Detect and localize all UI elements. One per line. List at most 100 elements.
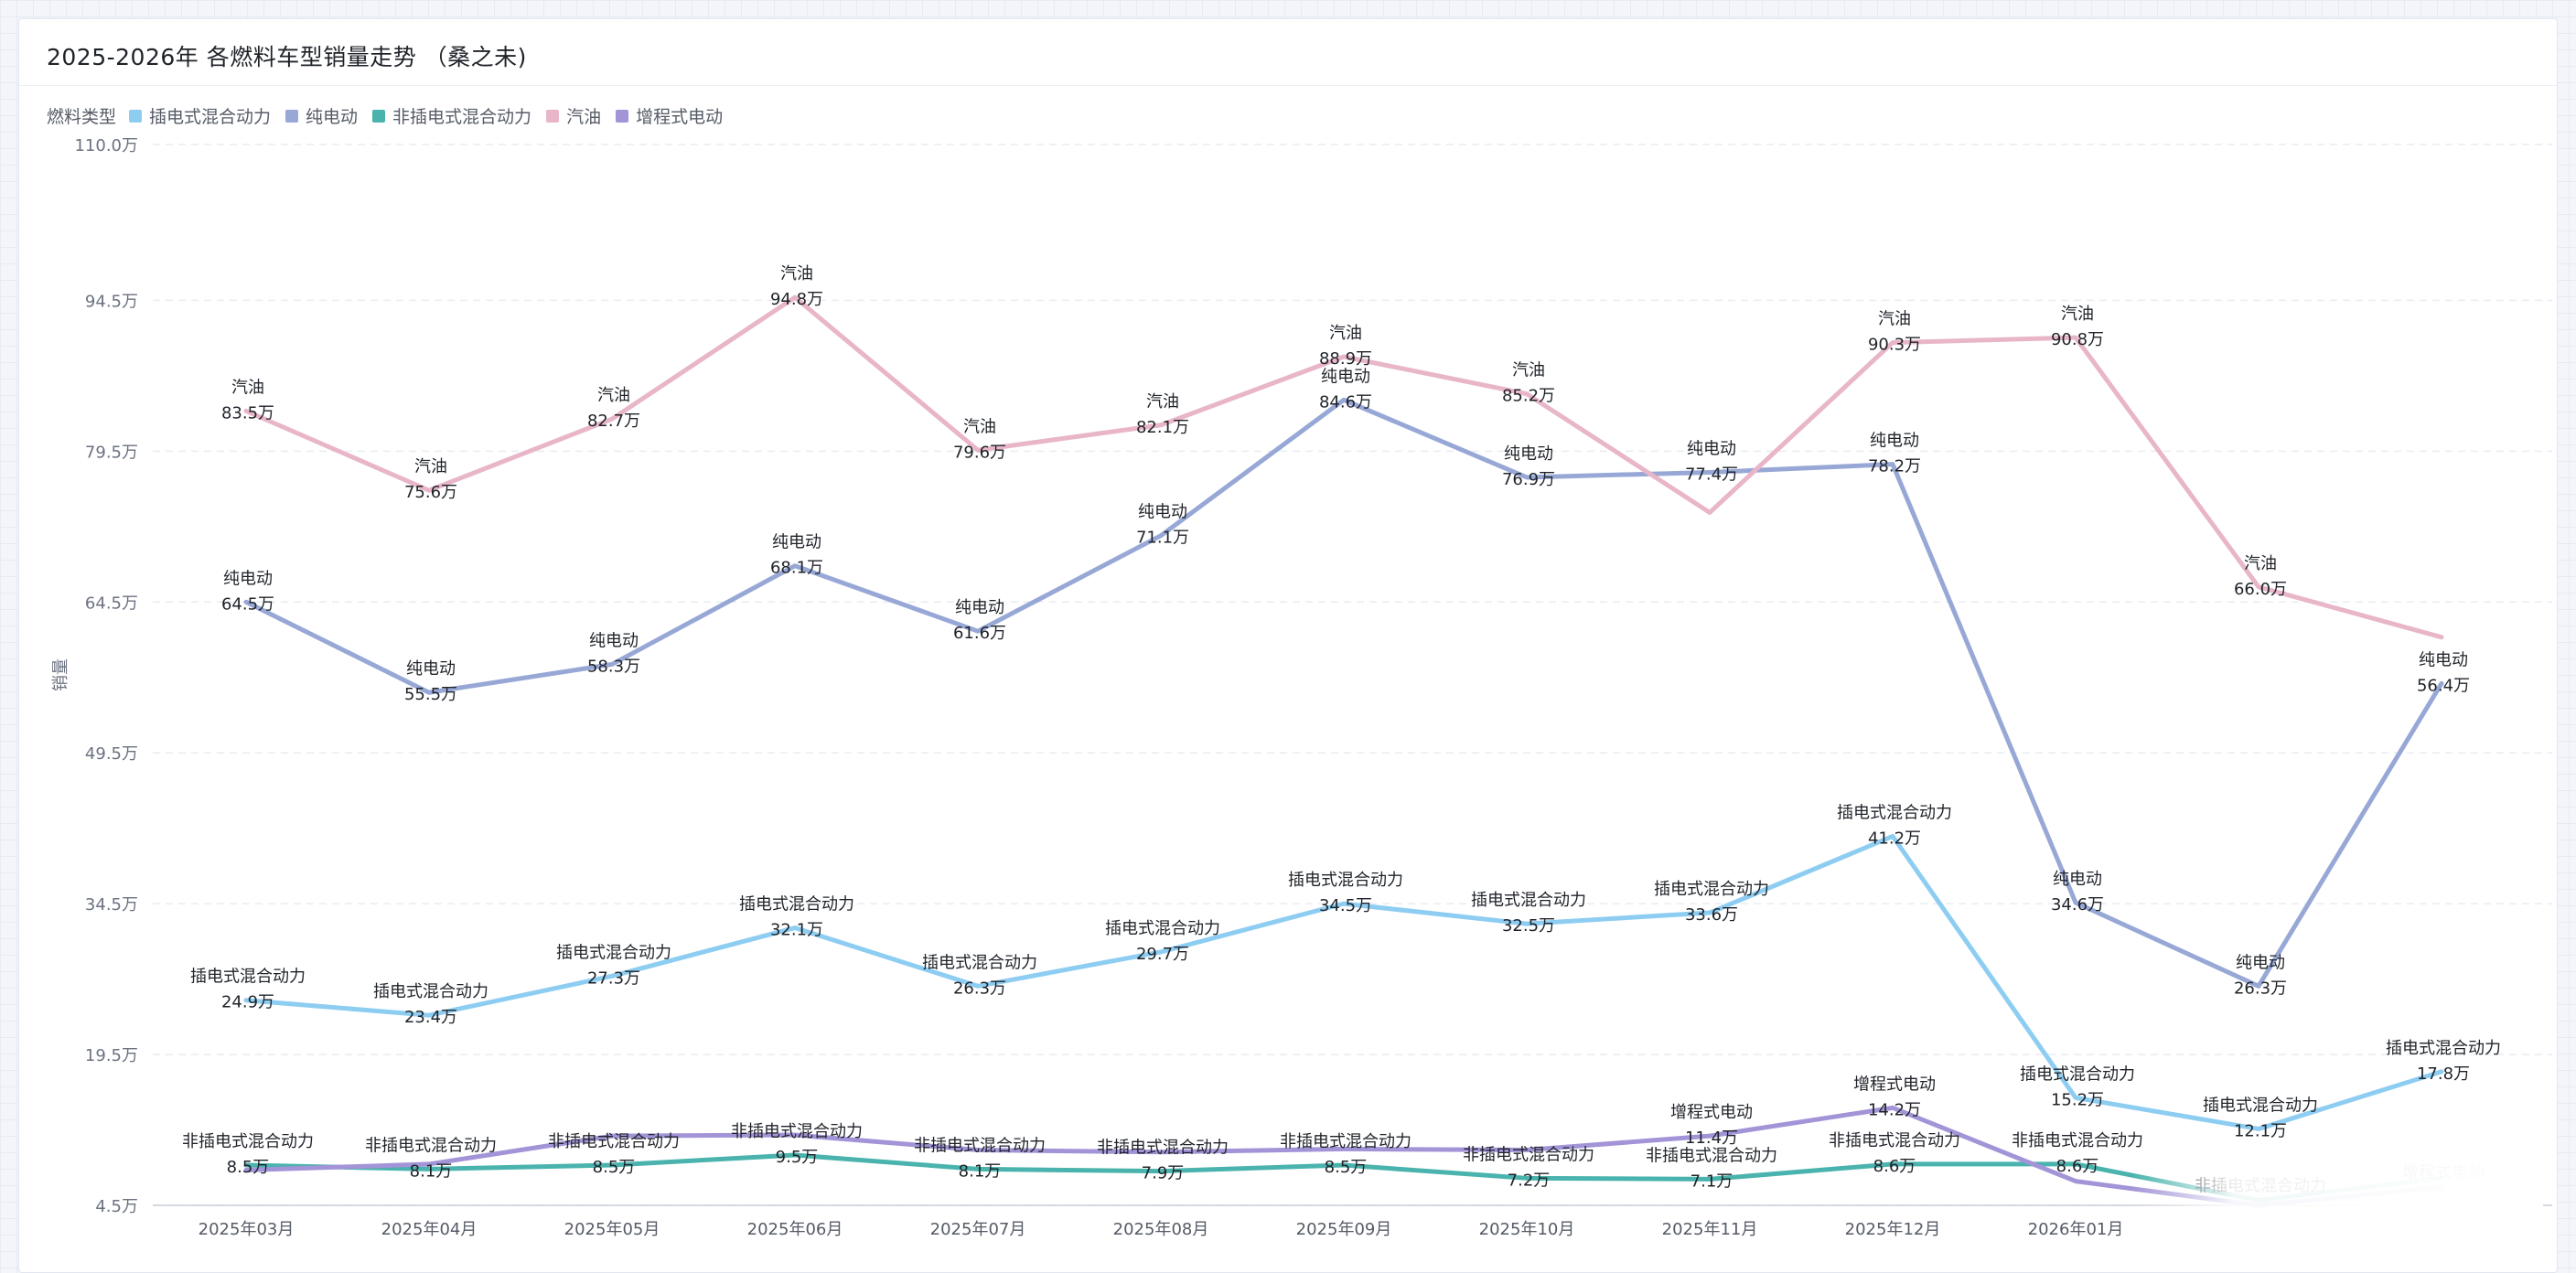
data-label-series: 插电式混合动力 [922, 953, 1037, 972]
x-tick-label: 2025年11月 [1662, 1220, 1758, 1239]
data-label-value: 84.6万 [1319, 392, 1372, 412]
series-line [243, 294, 2444, 640]
legend: 燃料类型 插电式混合动力 纯电动 非插电式混合动力 汽油 增程式电动 [47, 103, 737, 128]
data-label-value: 7.2万 [1508, 1171, 1551, 1190]
data-label-series: 增程式电动 [1853, 1075, 1936, 1094]
legend-item-hev[interactable]: 非插电式混合动力 [372, 103, 531, 128]
legend-item-phev[interactable]: 插电式混合动力 [129, 103, 271, 128]
data-label-series: 非插电式混合动力 [182, 1132, 314, 1151]
data-label-series: 非插电式混合动力 [548, 1132, 680, 1151]
data-label-value: 8.6万 [1873, 1157, 1916, 1176]
data-label-value: 33.6万 [1685, 905, 1738, 925]
data-label-value: 90.3万 [1868, 336, 1921, 355]
data-label-value: 32.1万 [770, 921, 823, 940]
data-label-series: 汽油 [2244, 554, 2277, 573]
data-label-value: 8.1万 [959, 1161, 1002, 1181]
data-label-series: 纯电动 [1321, 367, 1370, 386]
data-label-value: 24.9万 [221, 993, 274, 1012]
legend-item-erev[interactable]: 增程式电动 [616, 103, 723, 128]
data-label-value: 79.6万 [953, 443, 1006, 462]
legend-label: 增程式电动 [636, 107, 724, 127]
y-axis-title: 销量 [51, 658, 70, 691]
data-label-value: 12.1万 [2234, 1121, 2287, 1140]
data-label-value: 32.5万 [1502, 916, 1555, 936]
data-label-series: 插电式混合动力 [1471, 891, 1586, 910]
data-label-value: 75.6万 [404, 483, 457, 502]
data-label-series: 纯电动 [1870, 432, 1919, 451]
data-label-series: 非插电式混合动力 [1280, 1132, 1411, 1151]
data-label-series: 插电式混合动力 [556, 943, 671, 962]
legend-swatch [546, 109, 560, 123]
legend-title: 燃料类型 [47, 107, 117, 127]
y-tick-label: 110.0万 [74, 136, 138, 155]
data-label-value: 78.2万 [1868, 457, 1921, 476]
data-label-value: 71.1万 [1136, 529, 1189, 548]
data-label-value: 8.6万 [2056, 1157, 2099, 1176]
data-label-series: 插电式混合动力 [190, 968, 306, 987]
data-label-series: 纯电动 [589, 631, 639, 650]
data-label-series: 纯电动 [772, 533, 821, 552]
data-label-series: 插电式混合动力 [2203, 1096, 2318, 1115]
x-tick-label: 2025年10月 [1479, 1220, 1575, 1239]
watermark-fade [2131, 1160, 2543, 1233]
data-label-value: 56.4万 [2417, 676, 2470, 695]
data-label-series: 汽油 [597, 386, 630, 405]
data-label-value: 26.3万 [953, 979, 1006, 998]
legend-swatch [616, 109, 629, 123]
data-label-series: 非插电式混合动力 [731, 1122, 863, 1141]
data-label-value: 8.1万 [410, 1161, 453, 1181]
data-label-value: 8.5万 [1325, 1158, 1368, 1177]
series-line [243, 397, 2444, 989]
data-label-series: 插电式混合动力 [739, 895, 854, 915]
data-label-value: 15.2万 [2051, 1090, 2104, 1109]
legend-item-gasoline[interactable]: 汽油 [546, 103, 601, 128]
data-label-value: 82.1万 [1136, 418, 1189, 437]
data-label-series: 非插电式混合动力 [365, 1136, 497, 1155]
y-tick-label: 49.5万 [85, 744, 138, 764]
data-label-value: 82.7万 [587, 412, 640, 431]
x-tick-label: 2025年08月 [1113, 1220, 1209, 1239]
x-tick-label: 2026年01月 [2028, 1220, 2124, 1239]
legend-swatch [285, 109, 299, 123]
legend-item-bev[interactable]: 纯电动 [285, 103, 358, 128]
title-divider [19, 85, 2557, 86]
data-label-series: 纯电动 [1687, 439, 1736, 458]
data-label-series: 纯电动 [223, 569, 273, 588]
data-label-value: 77.4万 [1685, 465, 1738, 484]
data-label-series: 汽油 [1329, 324, 1362, 343]
data-label-series: 插电式混合动力 [1288, 871, 1403, 890]
data-label-value: 7.1万 [1690, 1171, 1733, 1191]
data-label-series: 汽油 [1512, 361, 1545, 380]
data-label-series: 非插电式混合动力 [914, 1136, 1046, 1155]
data-label-value: 34.6万 [2051, 895, 2104, 915]
data-label-series: 插电式混合动力 [373, 982, 488, 1001]
data-label-series: 插电式混合动力 [1105, 919, 1220, 938]
data-label-value: 64.5万 [221, 594, 274, 614]
data-label-value: 66.0万 [2234, 580, 2287, 599]
data-label-series: 汽油 [1878, 310, 1911, 329]
data-label-value: 26.3万 [2234, 979, 2287, 998]
data-label-series: 插电式混合动力 [2386, 1039, 2501, 1058]
y-tick-label: 94.5万 [85, 292, 138, 311]
y-tick-label: 64.5万 [85, 594, 138, 613]
data-label-series: 插电式混合动力 [1837, 803, 1952, 822]
legend-label: 汽油 [566, 107, 602, 127]
data-label-series: 汽油 [2061, 305, 2094, 324]
x-tick-label: 2025年04月 [381, 1220, 478, 1239]
x-tick-label: 2025年06月 [747, 1220, 843, 1239]
series-line [243, 833, 2444, 1131]
data-label-value: 34.5万 [1319, 896, 1372, 915]
legend-label: 插电式混合动力 [149, 107, 272, 127]
data-label-value: 8.5万 [593, 1158, 636, 1177]
data-label-value: 58.3万 [587, 657, 640, 676]
x-tick-label: 2025年12月 [1845, 1220, 1941, 1239]
legend-label: 非插电式混合动力 [392, 107, 532, 127]
data-label-series: 汽油 [414, 457, 447, 476]
y-tick-label: 34.5万 [85, 895, 138, 915]
data-label-series: 插电式混合动力 [1654, 880, 1769, 899]
data-label-series: 纯电动 [2236, 953, 2285, 972]
chart-title: 2025-2026年 各燃料车型销量走势 （桑之未) [47, 44, 527, 70]
data-label-value: 83.5万 [221, 403, 274, 423]
data-label-value: 23.4万 [404, 1008, 457, 1027]
